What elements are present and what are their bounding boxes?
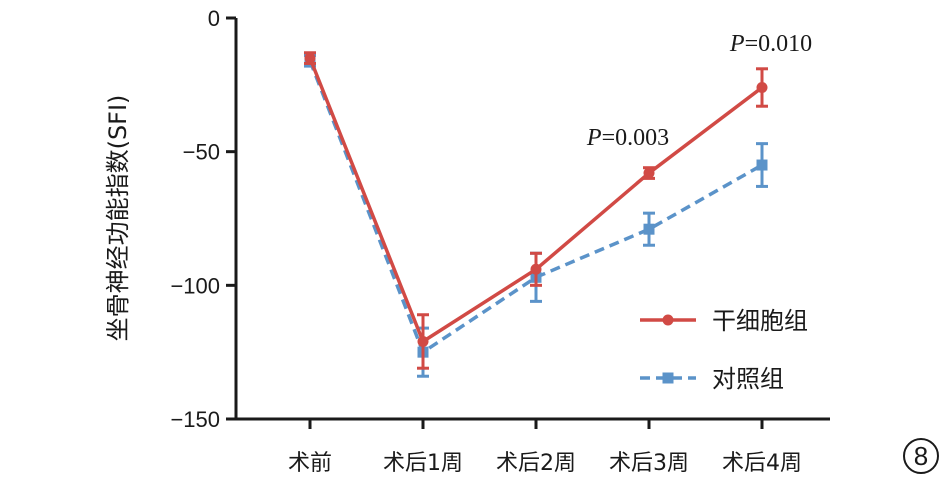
data-point [756,82,768,94]
panel-label: 8 [903,438,939,474]
legend-marker [662,314,674,326]
series-stem-cell-group [304,51,768,370]
legend-label: 对照组 [712,365,784,393]
x-tick-label: 术后1周 [383,451,463,476]
data-point [756,159,768,171]
legend-label: 干细胞组 [712,307,808,335]
data-point [643,223,655,235]
data-point [304,52,316,64]
x-tick-label: 术前 [288,451,332,476]
panel-label-text: 8 [914,441,928,471]
y-tick-label: −150 [170,407,220,432]
plot-area [304,51,768,378]
p-value-italic: P [586,125,602,151]
x-tick-label: 术后3周 [609,451,689,476]
x-tick-label: 术后4周 [722,451,802,476]
legend-marker [662,372,674,384]
series-line [308,60,763,354]
data-point [530,263,542,275]
x-axis-ticks: 术前 术后1周 术后2周 术后3周 术后4周 [288,419,802,476]
p-value-italic: P [729,31,745,57]
data-point [417,335,429,347]
y-tick-label: −50 [183,140,220,165]
panel-label-circle [903,438,939,474]
axes [234,18,830,421]
p-value-text: =0.010 [745,31,813,57]
y-axis-title: 坐骨神经功能指数(SFI) [104,95,132,342]
y-tick-label: 0 [208,6,220,31]
y-tick-label: −100 [170,273,220,298]
y-axis-ticks: 0 −50 −100 −150 [170,6,236,432]
p-value-text: =0.003 [602,125,670,151]
data-point [643,167,655,179]
p-value-annotation: P=0.003 [586,125,669,151]
x-tick-label: 术后2周 [496,451,576,476]
p-value-annotation: P=0.010 [729,31,812,57]
